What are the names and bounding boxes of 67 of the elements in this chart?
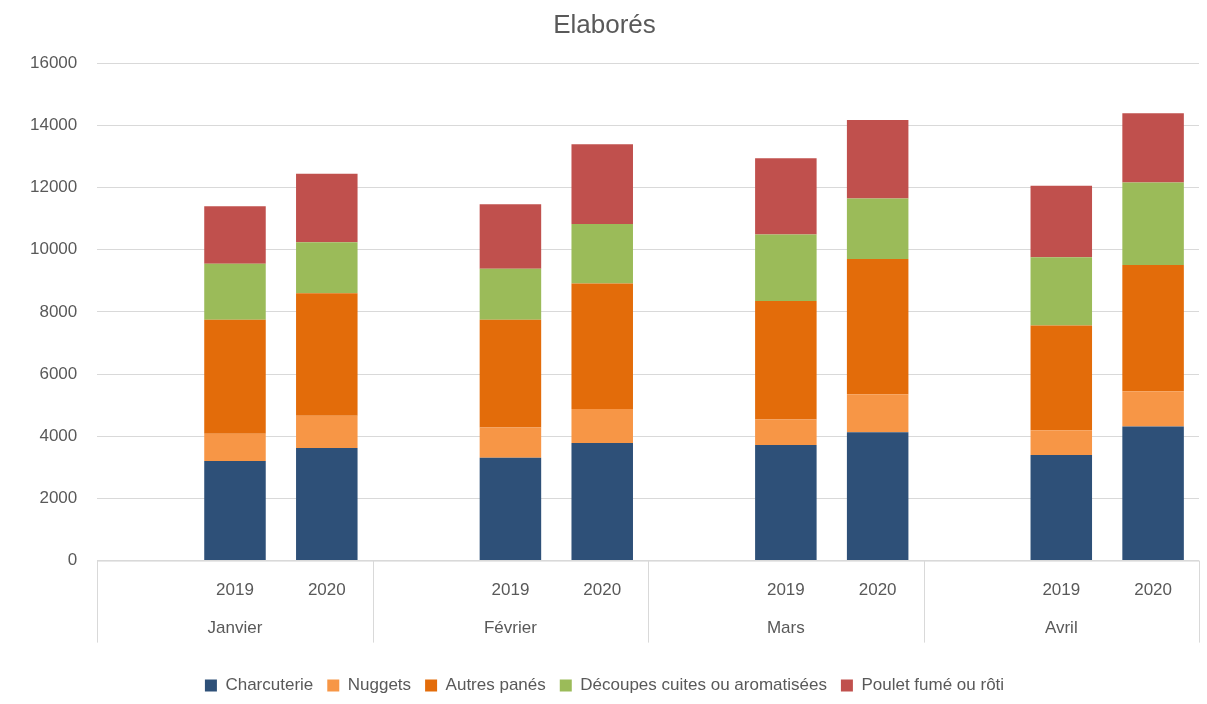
bar [1030,257,1093,326]
legend-label: Autres panés [445,675,546,695]
legend-label: Poulet fumé ou rôti [861,675,1005,695]
bar [1122,182,1184,265]
bar [479,427,542,458]
chart-title: Elaborés [553,8,656,39]
y-tick-label: 6000 [39,363,78,383]
bar [204,319,266,434]
y-tick-label: 4000 [39,425,78,445]
y-tick-label: 16000 [29,52,78,72]
bar [846,259,909,395]
bar [296,293,358,416]
legend-label: Charcuterie [225,675,314,695]
bar [479,268,542,320]
bar [1030,325,1093,431]
x-tick-label: 2020 [1134,580,1173,600]
text: Février [483,618,538,638]
x-tick-label: 2019 [1042,580,1081,600]
bar [846,394,909,433]
y-tick-label: 2000 [39,488,78,508]
bar [1030,430,1093,455]
x-tick-label: 2020 [858,580,897,600]
y-tick-label: 0 [67,550,78,570]
bar [1122,113,1184,183]
y-tick-label: 12000 [29,177,78,197]
text: Avril [1044,618,1078,638]
bar [846,120,909,199]
bar [1030,185,1093,258]
bar [755,158,817,235]
bar [571,408,633,444]
bar [846,198,909,260]
x-tick-label: 2019 [216,580,254,600]
y-tick-label: 8000 [39,301,78,321]
bar [204,461,266,561]
bar [1122,264,1184,392]
bar [571,283,633,409]
bar [755,301,817,420]
bar [1122,391,1184,427]
bar [755,419,817,445]
text: Janvier [207,618,263,638]
bar [204,263,266,320]
x-tick-label: 2019 [766,580,805,600]
bar [846,432,909,561]
bar [1030,454,1093,561]
legend-label: Découpes cuites ou aromatisées [580,675,827,695]
x-tick-label: 2020 [583,580,622,600]
legend-label: Nuggets [347,675,412,695]
bar [479,319,542,428]
x-tick-label: 2020 [307,580,346,600]
bar [296,448,358,561]
bar [571,144,633,224]
y-tick-label: 10000 [29,239,78,259]
bar [204,433,266,462]
bar [204,206,266,264]
bar [755,234,817,302]
bar [296,173,358,243]
bar [479,204,542,269]
x-tick-label: 2019 [491,580,530,600]
bar [571,443,633,561]
bar [1122,426,1184,561]
bar [571,223,633,284]
text: Mars [766,618,805,638]
bar [296,242,358,294]
bar [755,444,817,561]
bar [296,415,358,449]
bar [479,457,542,561]
y-tick-label: 14000 [29,115,78,135]
